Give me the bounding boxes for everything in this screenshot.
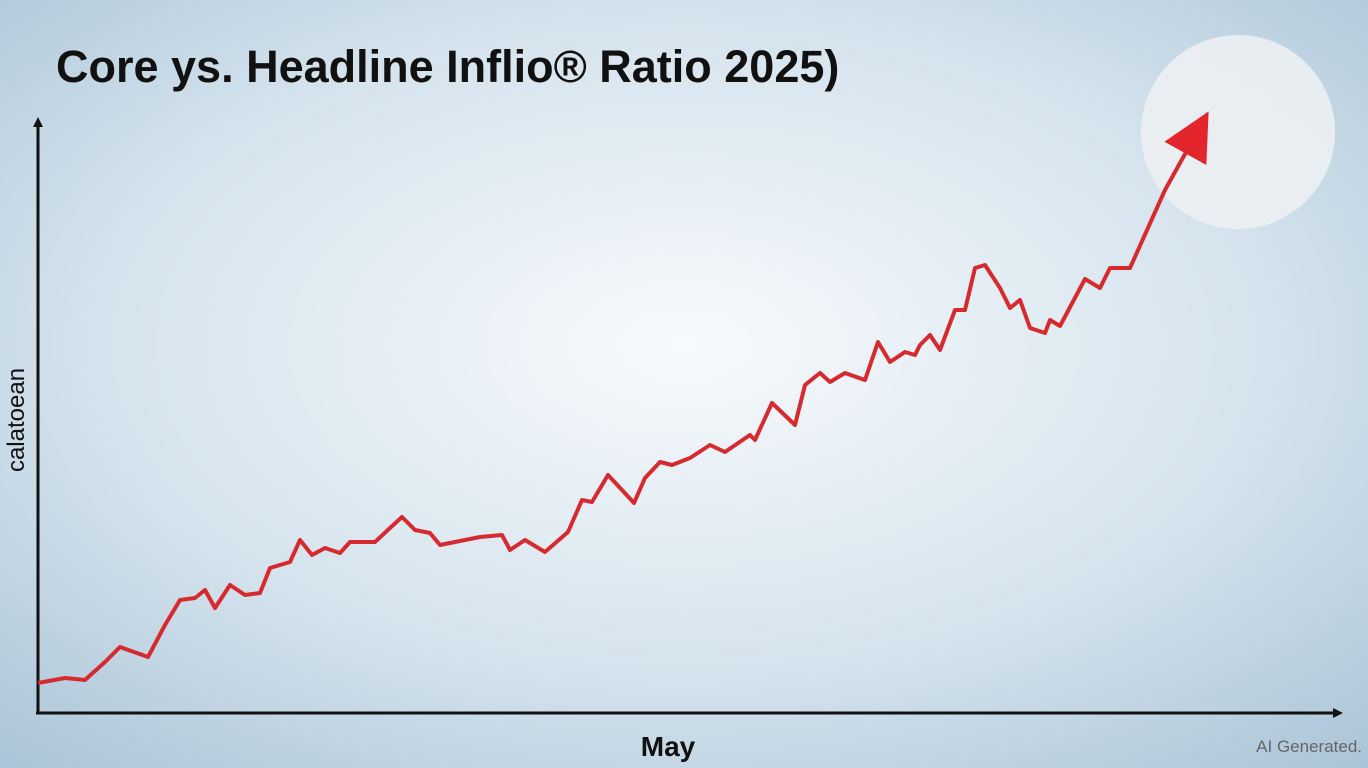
y-axis-label: calatoean [3, 368, 30, 472]
data-line [37, 111, 1209, 685]
x-axis-label: May [641, 731, 696, 762]
chart-title: Core ys. Headline Inflio® Ratio 2025) [56, 41, 839, 92]
watermark: AI Generated. [1256, 737, 1362, 756]
highlight-circle [1141, 35, 1335, 229]
